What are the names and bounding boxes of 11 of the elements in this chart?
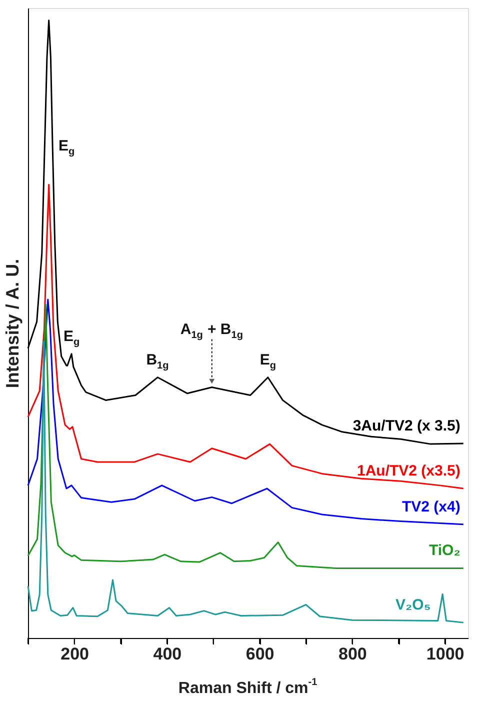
x-tick-label: 800 <box>338 644 367 664</box>
series-label: 1Au/TV2 (x3.5) <box>356 462 460 480</box>
series-label: TiO₂ <box>428 542 460 560</box>
x-tick-label: 400 <box>153 644 182 664</box>
x-tick-label: 200 <box>60 644 90 664</box>
x-tick-label: 1000 <box>426 644 464 664</box>
x-tick-label: 600 <box>246 644 274 664</box>
series-label: V₂O₅ <box>396 596 431 614</box>
series-label: 3Au/TV2 (x 3.5) <box>352 417 460 434</box>
series-label: TV2 (x4) <box>402 498 460 516</box>
y-axis-title: Intensity / A. U. <box>2 258 22 388</box>
